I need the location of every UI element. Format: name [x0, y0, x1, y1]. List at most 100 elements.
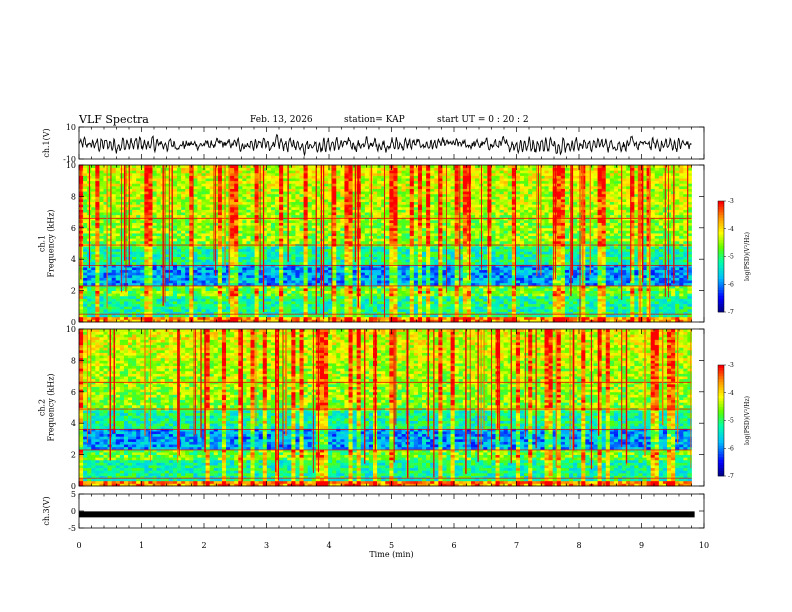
spectrogram-cell [181, 274, 186, 278]
spectrogram-cell [246, 256, 251, 260]
spectrogram-cell [462, 253, 468, 257]
spectrogram-cell [622, 308, 627, 312]
spectrogram-cell [385, 246, 390, 250]
spectrogram-cell [164, 235, 170, 239]
spectrogram-cell [132, 269, 137, 273]
spectrogram-cell [646, 261, 652, 265]
spectrogram-cell [426, 285, 431, 289]
spectrogram-cell [152, 280, 157, 284]
spectrogram-cell [634, 319, 639, 323]
spectrogram-cell [234, 235, 239, 239]
spectrogram-cell [307, 290, 313, 294]
spectrogram-cell [352, 287, 358, 291]
spectrogram-cell [393, 282, 398, 286]
spectrogram-cell [262, 282, 268, 286]
spectrogram-cell [111, 256, 117, 260]
spectrogram-cell [581, 285, 586, 289]
spectrogram-cell [128, 267, 133, 271]
spectrogram-cell [646, 264, 652, 268]
spectrogram-cell [646, 314, 652, 318]
spectrogram-cell [221, 316, 227, 320]
spectrogram-cell [532, 274, 537, 278]
spectrogram-cell [258, 238, 264, 242]
spectrogram-cell [560, 308, 566, 312]
spectrogram-cell [234, 319, 239, 323]
spectrogram-cell [646, 290, 652, 294]
spectrogram-cell [91, 267, 96, 271]
spectrogram-cell [491, 253, 496, 257]
spectrogram-cell [503, 253, 509, 257]
spectrogram-cell [613, 314, 619, 318]
spectrogram-cell [238, 285, 243, 289]
spectrogram-cell [646, 303, 652, 307]
spectrogram-cell [128, 277, 133, 281]
spectrogram-cell [409, 269, 415, 273]
spectrogram-cell [585, 274, 590, 278]
spectrogram-cell [495, 264, 500, 268]
spectrogram-cell [103, 253, 108, 257]
spectrogram-cell [675, 308, 680, 312]
spectrogram-cell [373, 314, 378, 318]
spectrogram-cell [250, 319, 255, 323]
spectrogram-cell [556, 261, 562, 265]
spectrogram-cell [515, 277, 521, 281]
spectrogram-cell [564, 295, 570, 299]
spectrogram-cell [156, 293, 162, 297]
spectrogram-cell [164, 316, 170, 320]
spectrogram-cell [328, 287, 333, 291]
spectrogram-cell [520, 314, 525, 318]
spectrogram-cell [197, 301, 202, 305]
spectrogram-cell [475, 311, 480, 315]
spectrogram-cell [185, 303, 190, 307]
spectrogram-cell [181, 267, 186, 271]
spectrogram-cell [352, 306, 358, 310]
spectrogram-cell [605, 282, 611, 286]
spectrogram-cell [654, 269, 660, 273]
spectrogram-cell [511, 264, 517, 268]
spectrogram-cell [201, 259, 206, 263]
spectrogram-cell [156, 308, 162, 312]
spectrogram-cell [646, 308, 652, 312]
spectrogram-cell [634, 246, 639, 250]
spectrogram-cell [385, 308, 390, 312]
spectrogram-cell [270, 246, 276, 250]
spectrogram-cell [646, 295, 652, 299]
spectrogram-cell [662, 308, 668, 312]
spectrogram-cell [630, 274, 635, 278]
spectrogram-cell [413, 259, 419, 263]
spectrogram-cell [348, 277, 353, 281]
spectrogram-cell [160, 311, 166, 315]
spectrogram-cell [226, 272, 231, 276]
spectrogram-cell [385, 261, 390, 265]
spectrogram-cell [299, 253, 304, 257]
spectrogram-cell [181, 264, 186, 268]
spectrogram-cell [226, 267, 231, 271]
spectrogram-cell [344, 272, 349, 276]
spectrogram-cell [291, 282, 296, 286]
spectrogram-cell [462, 285, 468, 289]
spectrogram-cell [503, 308, 509, 312]
spectrogram-cell [601, 316, 607, 320]
spectrogram-cell [336, 259, 341, 263]
spectrogram-cell [564, 308, 570, 312]
spectrogram-cell [520, 295, 525, 299]
spectrogram-cell [336, 235, 341, 239]
spectrogram-cell [266, 287, 272, 291]
spectrogram-cell [111, 269, 117, 273]
spectrogram-cell [328, 272, 333, 276]
spectrogram-cell [683, 295, 688, 299]
spectrogram-cell [552, 246, 558, 250]
spectrogram-cell [642, 272, 647, 276]
spectrogram-cell [258, 298, 264, 302]
spectrogram-cell [136, 293, 141, 297]
spectrogram-cell [221, 295, 227, 299]
spectrogram-cell [332, 306, 337, 310]
spectrogram-cell [299, 235, 304, 239]
spectrogram-cell [299, 316, 304, 320]
spectrogram-cell [177, 303, 182, 307]
spectrogram-cell [454, 290, 460, 294]
spectrogram-cell [585, 306, 590, 310]
spectrogram-cell [328, 306, 333, 310]
spectrogram-cell [507, 290, 513, 294]
spectrogram-cell [646, 319, 652, 323]
